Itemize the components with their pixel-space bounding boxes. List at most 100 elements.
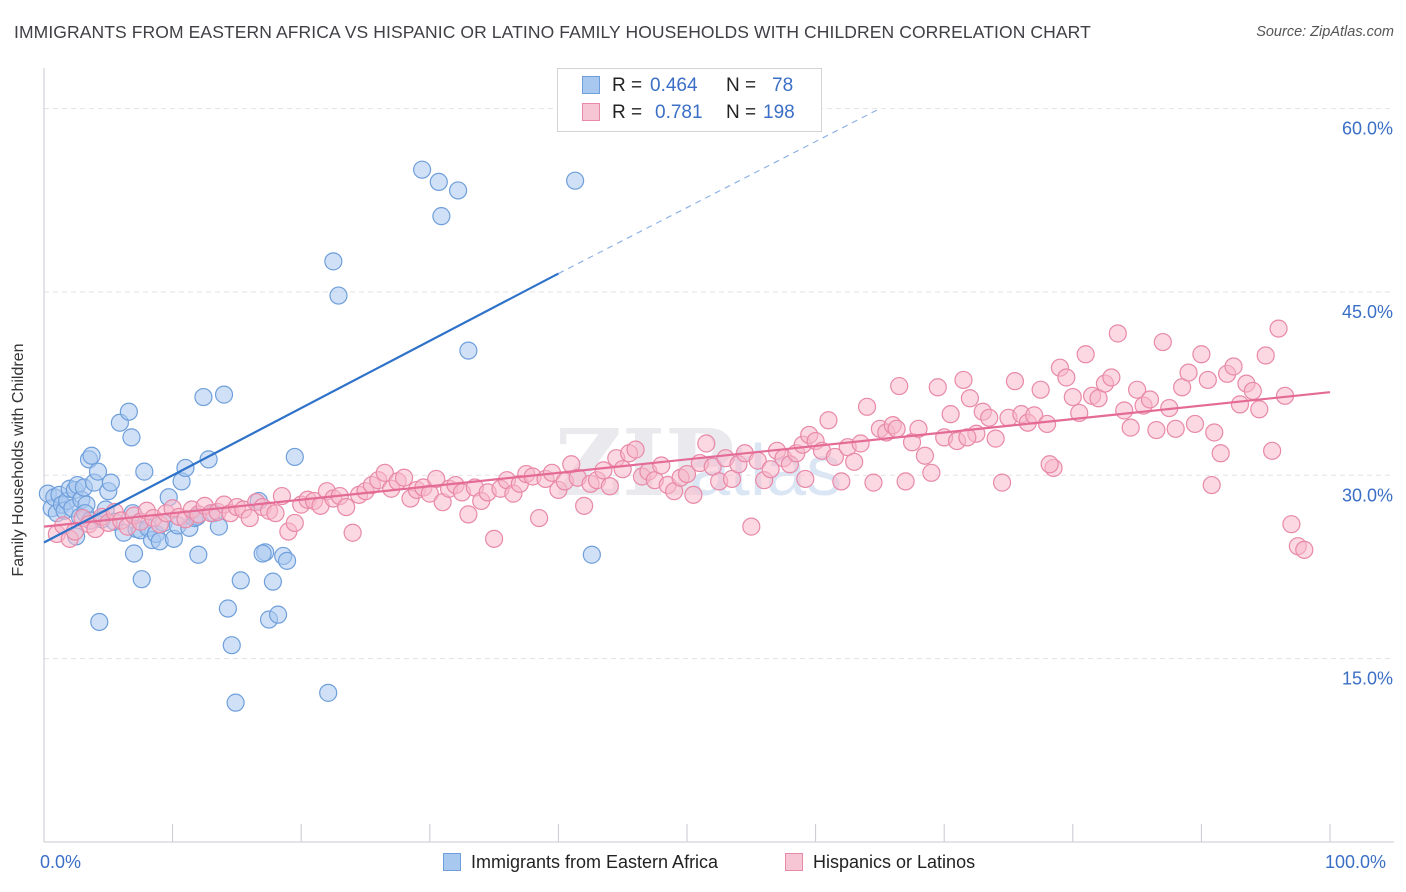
pink-series-points (47, 319, 1314, 559)
pink-point (986, 429, 1005, 448)
pink-point (857, 397, 877, 416)
pink-point (1205, 423, 1224, 442)
blue-point (263, 572, 283, 591)
blue-point (459, 341, 478, 360)
pink-point (1185, 414, 1205, 434)
pink-point (845, 452, 864, 471)
pink-point (684, 485, 703, 504)
legend-blue-r-label: R = (612, 75, 643, 96)
legend-pink-r-label: R = (612, 102, 643, 123)
pink-point (1256, 346, 1275, 365)
pink-point (613, 460, 632, 479)
blue-trend-extension (558, 108, 881, 275)
blue-trend-line (43, 272, 559, 544)
pink-point (459, 505, 478, 524)
blue-point (122, 428, 141, 447)
pink-point (1250, 400, 1269, 419)
y-tick-label: 60.0% (1342, 119, 1393, 139)
pink-point (825, 447, 844, 467)
blue-point (429, 172, 448, 192)
pink-point (1031, 380, 1050, 399)
pink-point (626, 440, 645, 459)
pink-point (1179, 363, 1198, 382)
blue-point (132, 570, 151, 589)
pink-point (575, 496, 594, 515)
pink-point (796, 469, 815, 489)
pink-point (697, 434, 716, 453)
pink-point (375, 463, 394, 482)
source-label: Source: ZipAtlas.com (1256, 24, 1394, 40)
pink-point (742, 517, 761, 536)
stats-legend: R = 0.464 N = 78 R = 0.781 N = 198 (557, 68, 822, 132)
pink-point (240, 508, 259, 528)
blue-point (324, 252, 343, 271)
bottom-legend-blue-label: Immigrants from Eastern Africa (471, 852, 719, 872)
pink-point (1108, 324, 1127, 343)
y-tick-label: 45.0% (1342, 302, 1393, 322)
blue-point (285, 447, 304, 467)
pink-point (1153, 332, 1172, 352)
legend-pink-n-label: N = (726, 102, 757, 123)
pink-point (922, 463, 941, 482)
pink-point (1040, 455, 1059, 474)
pink-trend-line (43, 391, 1331, 528)
pink-point (896, 472, 915, 491)
pink-point (1147, 420, 1166, 440)
blue-point (231, 571, 250, 590)
legend-swatch-blue (582, 76, 600, 94)
pink-point (1037, 414, 1057, 434)
blue-point (412, 160, 432, 179)
blue-point (432, 207, 451, 226)
legend-swatch-pink (582, 103, 600, 121)
pink-point (1140, 390, 1160, 409)
blue-point (566, 171, 585, 190)
pink-point (1269, 319, 1288, 338)
blue-point (222, 636, 241, 655)
blue-point (90, 612, 109, 632)
pink-point (980, 408, 999, 427)
blue-point (218, 599, 237, 618)
pink-point (1263, 441, 1282, 460)
legend-pink-r-value: 0.781 (655, 102, 703, 123)
pink-point (1102, 368, 1121, 387)
legend-pink-n-value: 198 (763, 102, 795, 123)
blue-point (448, 181, 468, 200)
pink-point (1243, 381, 1262, 401)
blue-point (119, 402, 138, 421)
blue-series-points (38, 160, 601, 712)
pink-point (941, 405, 960, 424)
blue-point (189, 545, 208, 564)
y-tick-label: 15.0% (1342, 669, 1393, 689)
pink-point (677, 464, 697, 484)
pink-point (864, 473, 883, 492)
pink-point (1202, 475, 1221, 495)
pink-point (1005, 372, 1025, 391)
chart-title: IMMIGRANTS FROM EASTERN AFRICA VS HISPAN… (14, 22, 1091, 42)
blue-point (226, 693, 245, 712)
blue-point (268, 605, 288, 624)
pink-point (285, 513, 304, 533)
pink-point (954, 370, 973, 390)
bottom-legend-pink-label: Hispanics or Latinos (813, 852, 976, 872)
x-tick-label-max: 100.0% (1325, 852, 1387, 872)
blue-point (88, 462, 108, 481)
pink-point (1295, 540, 1314, 559)
pink-point (427, 469, 446, 489)
trend-lines (43, 108, 1331, 544)
pink-point (485, 529, 504, 548)
pink-point (832, 472, 851, 491)
pink-point (1211, 444, 1230, 463)
pink-point (652, 456, 671, 475)
blue-point (214, 385, 234, 404)
pink-point (1057, 368, 1076, 387)
legend-blue-n-label: N = (726, 75, 757, 96)
pink-point (851, 434, 870, 453)
bottom-legend-swatch-pink (785, 853, 803, 871)
blue-point (101, 473, 120, 492)
pink-point (1121, 418, 1140, 437)
pink-point (1076, 345, 1095, 364)
pink-point (887, 419, 906, 438)
pink-point (266, 504, 285, 523)
pink-point (394, 468, 414, 487)
